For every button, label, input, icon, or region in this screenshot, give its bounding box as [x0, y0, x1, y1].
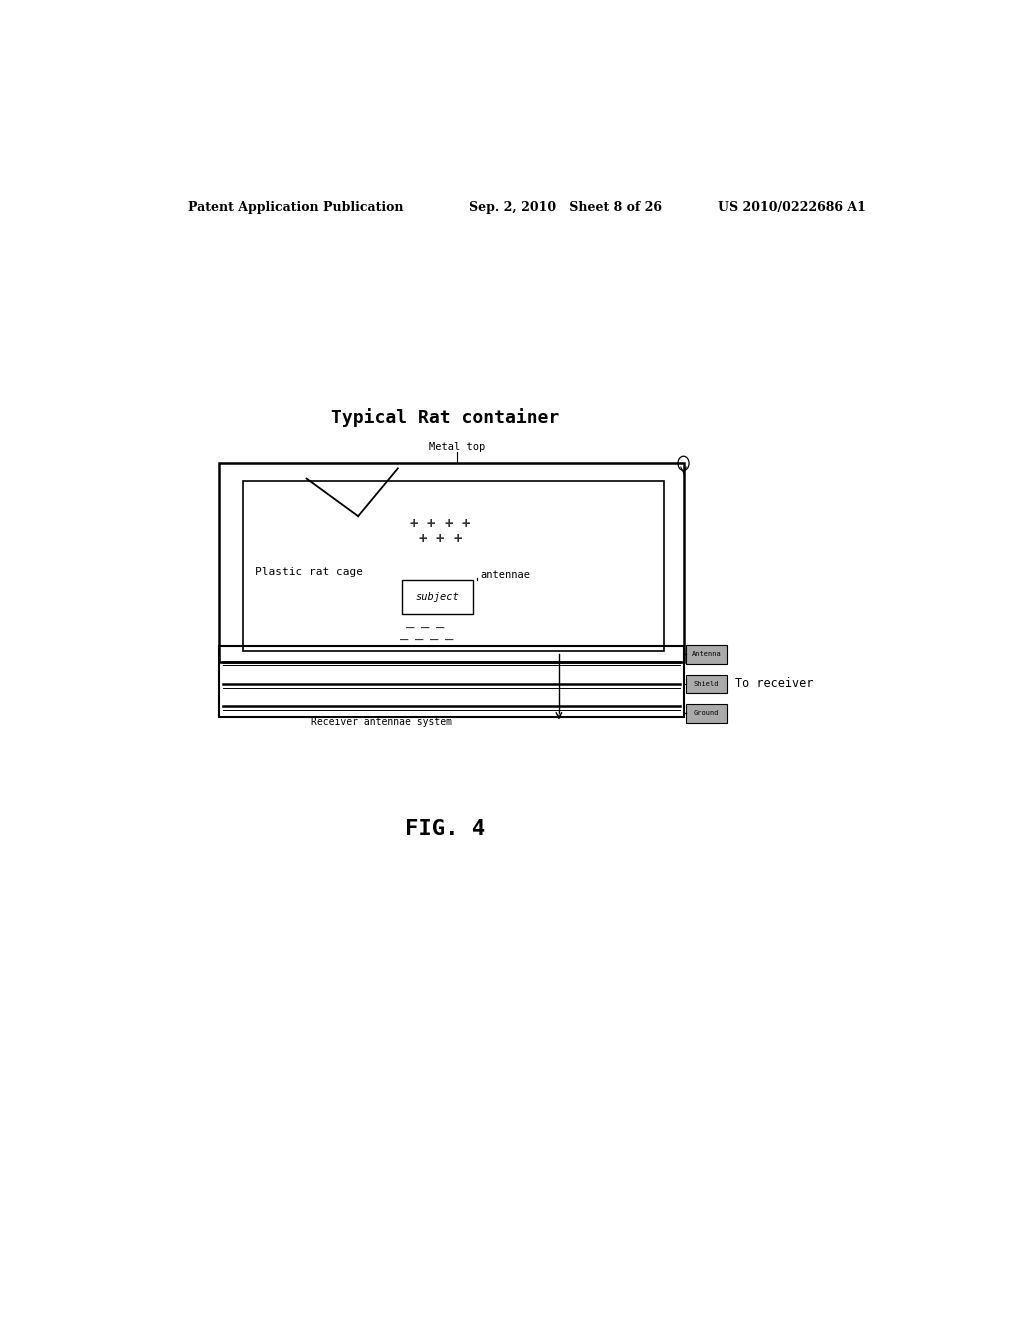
Text: US 2010/0222686 A1: US 2010/0222686 A1: [718, 201, 866, 214]
Text: To receiver: To receiver: [735, 677, 813, 690]
Text: Antenna: Antenna: [691, 651, 722, 657]
Text: –: –: [407, 622, 415, 636]
Bar: [401, 581, 473, 614]
Text: –: –: [422, 622, 430, 636]
Text: Ground: Ground: [694, 710, 719, 717]
Text: Metal top: Metal top: [429, 442, 485, 453]
Text: Patent Application Publication: Patent Application Publication: [187, 201, 403, 214]
Text: +: +: [454, 532, 462, 545]
Text: –: –: [415, 634, 424, 648]
Text: Typical Rat container: Typical Rat container: [331, 408, 560, 428]
Text: +: +: [418, 532, 427, 545]
Text: +: +: [435, 532, 444, 545]
Bar: [243, 480, 664, 651]
Bar: [219, 463, 684, 661]
Bar: [686, 704, 727, 722]
Text: Shield: Shield: [694, 681, 719, 686]
Text: Plastic rat cage: Plastic rat cage: [255, 568, 362, 577]
Text: Receiver antennae system: Receiver antennae system: [310, 718, 452, 727]
Text: –: –: [436, 622, 444, 636]
Text: subject: subject: [416, 591, 460, 602]
Text: antennae: antennae: [480, 570, 530, 579]
Bar: [686, 645, 727, 664]
Text: +: +: [444, 517, 453, 532]
Text: +: +: [427, 517, 435, 532]
Text: –: –: [400, 634, 409, 648]
Text: –: –: [430, 634, 438, 648]
Text: FIG. 4: FIG. 4: [406, 820, 485, 840]
Text: –: –: [445, 634, 454, 648]
Bar: [219, 647, 684, 718]
Text: +: +: [410, 517, 418, 532]
Text: +: +: [462, 517, 470, 532]
Bar: [686, 675, 727, 693]
Text: Sep. 2, 2010   Sheet 8 of 26: Sep. 2, 2010 Sheet 8 of 26: [469, 201, 663, 214]
